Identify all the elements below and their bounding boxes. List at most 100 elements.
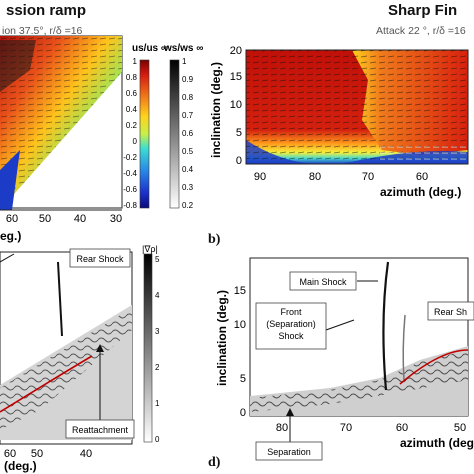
panel-d: Main Shock Rear Sh Front (Separation) Shoc… <box>215 257 474 461</box>
panel-c-rear-shock-line <box>57 261 63 337</box>
panel-c-reattachment-label: Reattachment <box>72 425 129 435</box>
panel-c-colorbar <box>143 253 153 443</box>
us-tick: -0.2 <box>123 153 137 162</box>
us-tick: 0.6 <box>126 89 138 98</box>
panel-a-colorbar-ws <box>169 59 180 209</box>
panel-d-y-ticks: 0 5 10 15 <box>234 285 246 419</box>
ws-tick: 0.5 <box>182 147 194 156</box>
panel-d-front-shock-arrow <box>325 319 355 331</box>
panel-b-xtick: 70 <box>362 171 374 183</box>
panel-d-separation-box <box>255 441 323 461</box>
panel-b-xtick: 90 <box>254 171 266 183</box>
panel-c-colorbar-label: |∇ρ| <box>142 244 158 254</box>
panel-d-front-shock-box <box>255 302 327 350</box>
panel-b-xlabel: azimuth (deg.) <box>380 185 461 199</box>
ws-tick: 0.4 <box>182 165 194 174</box>
panel-a-colorbar-us-ticks: 1 0.8 0.6 0.4 0.2 0 -0.2 -0.4 -0.6 -0.8 <box>123 57 137 210</box>
ws-tick: 0.8 <box>182 93 194 102</box>
ws-tick: 0.9 <box>182 75 194 84</box>
panel-d-ytick: 5 <box>240 373 246 385</box>
us-tick: 0.2 <box>126 121 138 130</box>
panel-d-ytick: 15 <box>234 285 246 297</box>
panel-b-ytick: 0 <box>236 155 242 167</box>
panel-d-arrow-head <box>286 408 294 416</box>
panel-b-white-vectors <box>380 142 468 164</box>
ws-tick: 1 <box>182 57 187 66</box>
ws-tick: 0.3 <box>182 183 194 192</box>
panel-d-ytick: 10 <box>234 319 246 331</box>
panel-d-main-shock-line <box>382 261 390 391</box>
panel-b-xtick: 80 <box>309 171 321 183</box>
c-tick: 1 <box>155 399 160 408</box>
c-tick: 0 <box>155 435 160 444</box>
panel-b-x-ticks: 90 80 70 60 <box>254 171 428 183</box>
panel-a-dark-region <box>0 40 36 92</box>
c-tick: 3 <box>155 327 160 336</box>
panel-d-xtick: 80 <box>276 422 288 434</box>
panel-d-xlabel: azimuth (deg.) <box>400 436 474 450</box>
panel-c: Rear Shock Reattachment 60 50 40 (deg.) … <box>0 244 160 473</box>
panel-d-xtick: 70 <box>340 422 352 434</box>
panel-d-main-shock-label: Main Shock <box>299 277 347 287</box>
panel-a-vectors <box>0 36 122 210</box>
panel-c-colorbar-ticks: 5 4 3 2 1 0 <box>155 255 160 444</box>
front-shock-line: Front <box>280 307 302 317</box>
us-tick: -0.4 <box>123 169 137 178</box>
front-shock-line: (Separation) <box>266 319 316 329</box>
panel-c-rear-shock-label: Rear Shock <box>76 254 124 264</box>
panel-b-ytick: 15 <box>230 71 242 83</box>
panel-d-rear-shock-box <box>427 301 474 321</box>
us-tick: 0.8 <box>126 73 138 82</box>
panel-b-ytick: 5 <box>236 127 242 139</box>
panel-d-front-shock-label: Front (Separation) Shock <box>266 307 316 341</box>
panel-d-xtick: 60 <box>396 422 408 434</box>
panel-b-frame <box>245 49 469 165</box>
us-tick: -0.6 <box>123 185 137 194</box>
front-shock-line: Shock <box>278 331 304 341</box>
panel-d-turbulence <box>250 350 468 412</box>
panel-c-turbulence <box>0 308 132 430</box>
panel-c-rear-shock-box <box>69 248 131 268</box>
panel-a-xlabel: eg.) <box>0 229 21 243</box>
panel-a-x-ticks: 60 50 40 30 <box>6 213 122 225</box>
c-tick: 5 <box>155 255 160 264</box>
us-tick: 0.4 <box>126 105 138 114</box>
panel-label-d: d) <box>208 455 221 470</box>
panel-b-xtick: 60 <box>416 171 428 183</box>
panel-a: 60 50 40 30 eg.) us/us ∞ ws/ws ∞ 1 0.8 0… <box>0 35 203 243</box>
panel-d-ytick: 0 <box>240 407 246 419</box>
panel-c-red-line <box>0 355 93 413</box>
panel-a-colorbar-ws-label: ws/ws ∞ <box>163 43 203 54</box>
panel-b: 0 5 10 15 20 inclination (deg.) 90 80 70… <box>209 45 469 199</box>
panel-d-secondary-shock-line <box>402 314 406 381</box>
c-tick: 2 <box>155 363 160 372</box>
panel-a-xtick-40: 40 <box>74 213 86 225</box>
panel-a-colorbar-us <box>139 59 150 209</box>
left-figure-title: ssion ramp <box>6 2 87 19</box>
panel-a-colorbar-us-label: us/us ∞ <box>132 43 168 54</box>
panel-c-xtick: 40 <box>80 448 92 460</box>
us-tick: 1 <box>133 57 138 66</box>
panel-d-ylabel: inclination (deg.) <box>215 290 229 386</box>
panel-c-xtick: 60 <box>4 448 16 460</box>
panel-b-ytick: 10 <box>230 99 242 111</box>
ws-tick: 0.2 <box>182 201 194 210</box>
right-figure-subtitle: Attack 22 °, r/δ =16 <box>376 25 466 37</box>
ws-tick: 0.6 <box>182 129 194 138</box>
panel-a-xtick-30: 30 <box>110 213 122 225</box>
panel-c-xlabel: (deg.) <box>4 459 37 473</box>
c-tick: 4 <box>155 291 160 300</box>
panel-c-xtick: 50 <box>31 448 43 460</box>
panel-a-xtick-50: 50 <box>39 213 51 225</box>
panel-c-reattachment-box <box>65 419 135 439</box>
panel-b-ylabel: inclination (deg.) <box>209 62 223 158</box>
panel-b-ytick: 20 <box>230 45 242 57</box>
panel-d-xtick: 50 <box>454 422 466 434</box>
panel-d-separation-label: Separation <box>267 447 311 457</box>
panel-a-colorbar-ws-ticks: 1 0.9 0.8 0.7 0.6 0.5 0.4 0.3 0.2 <box>182 57 194 210</box>
panel-a-xtick-60: 60 <box>6 213 18 225</box>
panel-c-pointer <box>0 253 15 263</box>
panel-label-b: b) <box>208 232 221 247</box>
panel-c-arrow-head <box>96 344 104 352</box>
